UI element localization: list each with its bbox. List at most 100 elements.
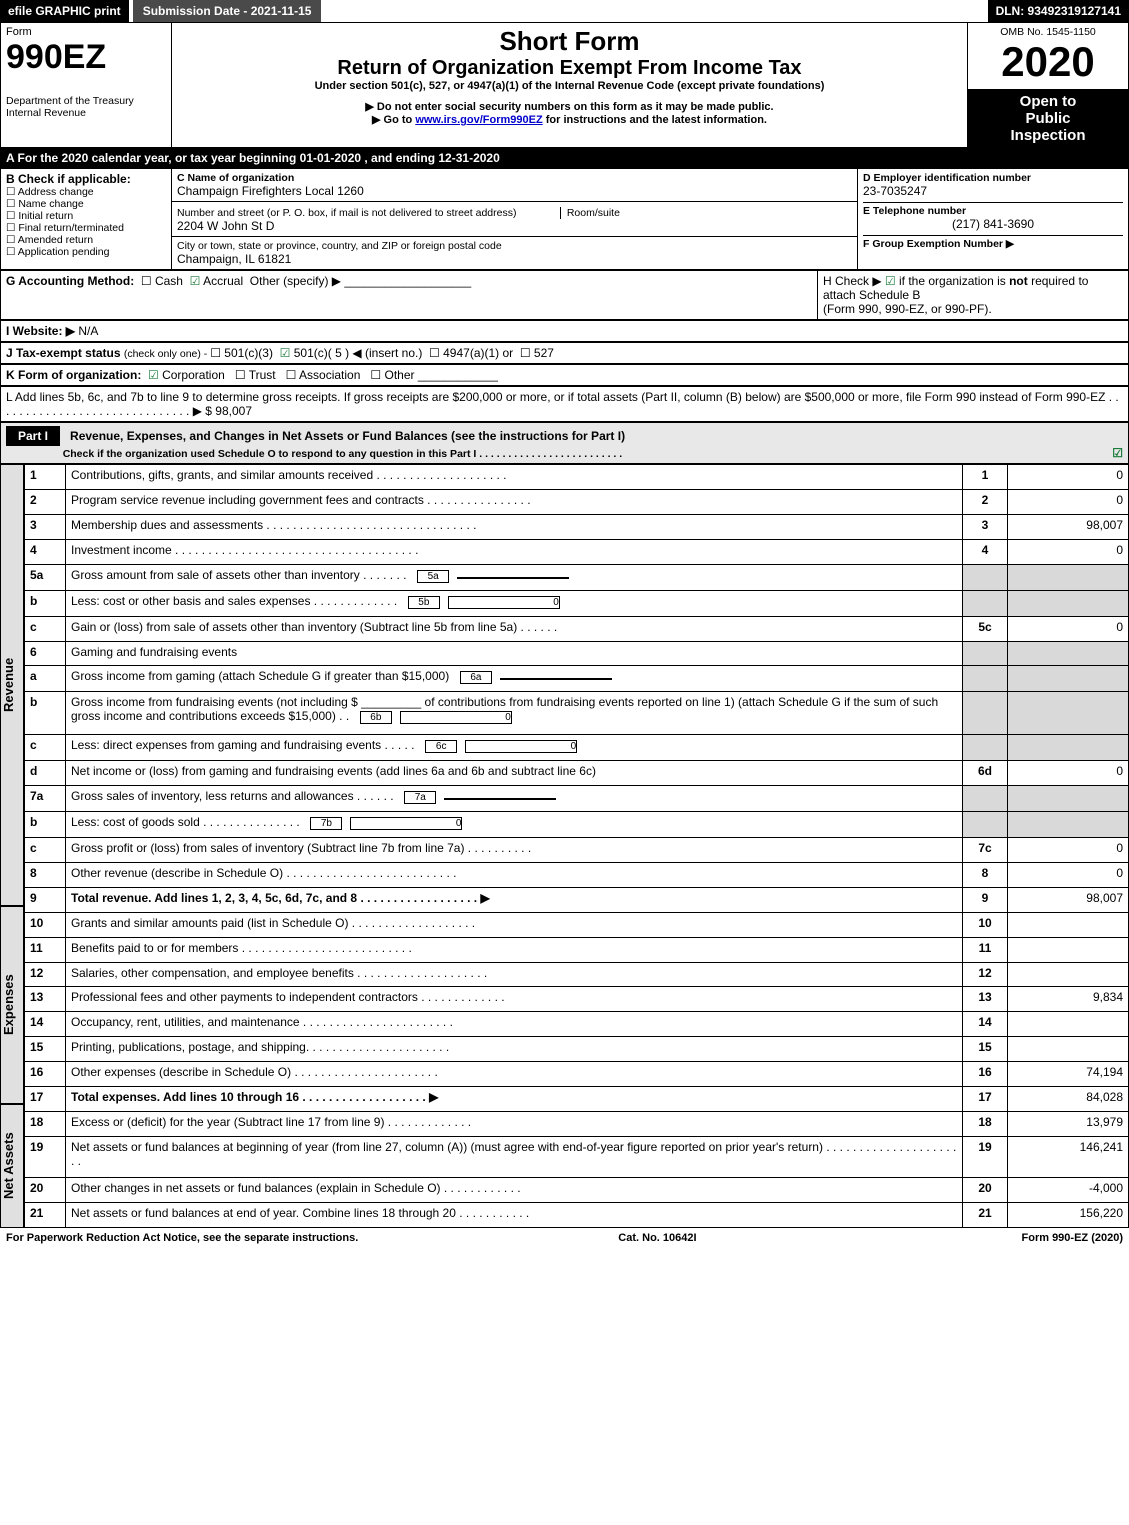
- line-5c-ref: 5c: [963, 616, 1008, 641]
- check-application-pending[interactable]: Application pending: [6, 246, 166, 258]
- page-footer: For Paperwork Reduction Act Notice, see …: [0, 1228, 1129, 1248]
- line-6b-no: b: [25, 692, 66, 735]
- room-suite-label: Room/suite: [560, 207, 620, 219]
- check-4947a1[interactable]: 4947(a)(1) or: [429, 346, 513, 360]
- title-return: Return of Organization Exempt From Incom…: [177, 57, 962, 80]
- line-7b-subv: 0: [350, 817, 462, 830]
- website-value: N/A: [78, 324, 98, 338]
- line-7b-desc: Less: cost of goods sold . . . . . . . .…: [71, 815, 300, 829]
- ssn-notice: ▶ Do not enter social security numbers o…: [177, 100, 962, 113]
- line-9-ref: 9: [963, 887, 1008, 912]
- line-12-amt: [1008, 962, 1129, 987]
- part-i-body: Revenue Expenses Net Assets 1Contributio…: [0, 464, 1129, 1228]
- footer-right-suffix: (2020): [1088, 1232, 1123, 1244]
- check-schedule-o-used[interactable]: [1112, 446, 1123, 460]
- check-cash[interactable]: Cash: [141, 274, 183, 288]
- goto-prefix: ▶ Go to: [372, 114, 415, 126]
- check-501c-other[interactable]: 501(c)( 5 ) ◀ (insert no.): [280, 346, 423, 360]
- check-corporation[interactable]: Corporation: [148, 368, 225, 382]
- line-12-desc: Salaries, other compensation, and employ…: [66, 962, 963, 987]
- box-b-label: B Check if applicable:: [6, 172, 166, 186]
- line-6d-desc: Net income or (loss) from gaming and fun…: [66, 761, 963, 786]
- line-i: I Website: ▶ N/A: [0, 320, 1129, 342]
- line-7a-desc: Gross sales of inventory, less returns a…: [71, 789, 394, 803]
- check-final-return[interactable]: Final return/terminated: [6, 222, 166, 234]
- line-2-amt: 0: [1008, 489, 1129, 514]
- dept-treasury: Department of the Treasury: [6, 95, 166, 107]
- line-7b-amt: [1008, 812, 1129, 838]
- efile-print-label[interactable]: efile GRAPHIC print: [0, 0, 129, 22]
- ein-value: 23-7035247: [863, 184, 1123, 198]
- footer-cat-no: Cat. No. 10642I: [618, 1232, 696, 1244]
- line-6-amt: [1008, 641, 1129, 666]
- street-address: 2204 W John St D: [177, 219, 852, 233]
- line-6c-ref: [963, 735, 1008, 761]
- check-527[interactable]: 527: [520, 346, 554, 360]
- goto-suffix: for instructions and the latest informat…: [543, 114, 767, 126]
- check-other-org[interactable]: Other: [370, 368, 414, 382]
- line-5b-amt: [1008, 590, 1129, 616]
- line-14-amt: [1008, 1012, 1129, 1037]
- line-10-desc: Grants and similar amounts paid (list in…: [66, 912, 963, 937]
- line-18-ref: 18: [963, 1111, 1008, 1136]
- check-amended-return[interactable]: Amended return: [6, 234, 166, 246]
- check-name-change[interactable]: Name change: [6, 198, 166, 210]
- line-j-label: J Tax-exempt status: [6, 346, 124, 360]
- line-6a-amt: [1008, 666, 1129, 692]
- line-1-desc: Contributions, gifts, grants, and simila…: [66, 465, 963, 490]
- line-20-ref: 20: [963, 1178, 1008, 1203]
- box-e-label: E Telephone number: [863, 202, 1123, 217]
- line-7b-ref: [963, 812, 1008, 838]
- line-3-ref: 3: [963, 514, 1008, 539]
- check-501c3[interactable]: 501(c)(3): [210, 346, 273, 360]
- irs-link[interactable]: www.irs.gov/Form990EZ: [415, 114, 542, 126]
- check-initial-return[interactable]: Initial return: [6, 210, 166, 222]
- line-5a-amt: [1008, 564, 1129, 590]
- line-6b-sub: 6b: [360, 711, 392, 724]
- line-16-no: 16: [25, 1062, 66, 1087]
- form-word: Form: [6, 26, 166, 38]
- check-address-change[interactable]: Address change: [6, 186, 166, 198]
- line-6-no: 6: [25, 641, 66, 666]
- line-5b-desc: Less: cost or other basis and sales expe…: [71, 594, 397, 608]
- check-other-method: Other (specify) ▶: [250, 274, 341, 288]
- line-5a-sub: 5a: [417, 570, 449, 583]
- line-4-desc: Investment income . . . . . . . . . . . …: [66, 539, 963, 564]
- line-1-no: 1: [25, 465, 66, 490]
- line-6c-no: c: [25, 735, 66, 761]
- line-17-amt: 84,028: [1008, 1086, 1129, 1111]
- check-accrual[interactable]: Accrual: [190, 274, 243, 288]
- part-i-title: Revenue, Expenses, and Changes in Net As…: [70, 429, 625, 443]
- line-6a-no: a: [25, 666, 66, 692]
- line-4-ref: 4: [963, 539, 1008, 564]
- check-association[interactable]: Association: [286, 368, 361, 382]
- line-7b-no: b: [25, 812, 66, 838]
- line-11-no: 11: [25, 937, 66, 962]
- check-trust[interactable]: Trust: [235, 368, 276, 382]
- line-7a-no: 7a: [25, 786, 66, 812]
- line-7a-ref: [963, 786, 1008, 812]
- line-16-amt: 74,194: [1008, 1062, 1129, 1087]
- org-info-block: B Check if applicable: Address change Na…: [0, 168, 1129, 270]
- line-20-amt: -4,000: [1008, 1178, 1129, 1203]
- line-4-amt: 0: [1008, 539, 1129, 564]
- open-line2: Public: [973, 110, 1123, 127]
- line-18-desc: Excess or (deficit) for the year (Subtra…: [66, 1111, 963, 1136]
- check-schedule-b-not-required[interactable]: [885, 274, 899, 288]
- line-17-desc-b: Total expenses. Add lines 10 through 16 …: [71, 1090, 438, 1104]
- part-i-check: Check if the organization used Schedule …: [63, 448, 623, 460]
- city-label: City or town, state or province, country…: [177, 240, 852, 252]
- line-5b-subv: 0: [448, 596, 560, 609]
- line-j-sub: (check only one) -: [124, 348, 210, 360]
- line-8-no: 8: [25, 863, 66, 888]
- line-11-ref: 11: [963, 937, 1008, 962]
- line-6c-amt: [1008, 735, 1129, 761]
- line-21-amt: 156,220: [1008, 1202, 1129, 1227]
- line-k: K Form of organization: Corporation Trus…: [0, 364, 1129, 386]
- part-i-lines-table: 1Contributions, gifts, grants, and simil…: [24, 464, 1129, 1228]
- line-19-ref: 19: [963, 1136, 1008, 1177]
- line-5c-amt: 0: [1008, 616, 1129, 641]
- box-f-label: F Group Exemption Number ▶: [863, 235, 1123, 250]
- line-7a-sub: 7a: [404, 791, 436, 804]
- line-6c-sub: 6c: [425, 740, 457, 753]
